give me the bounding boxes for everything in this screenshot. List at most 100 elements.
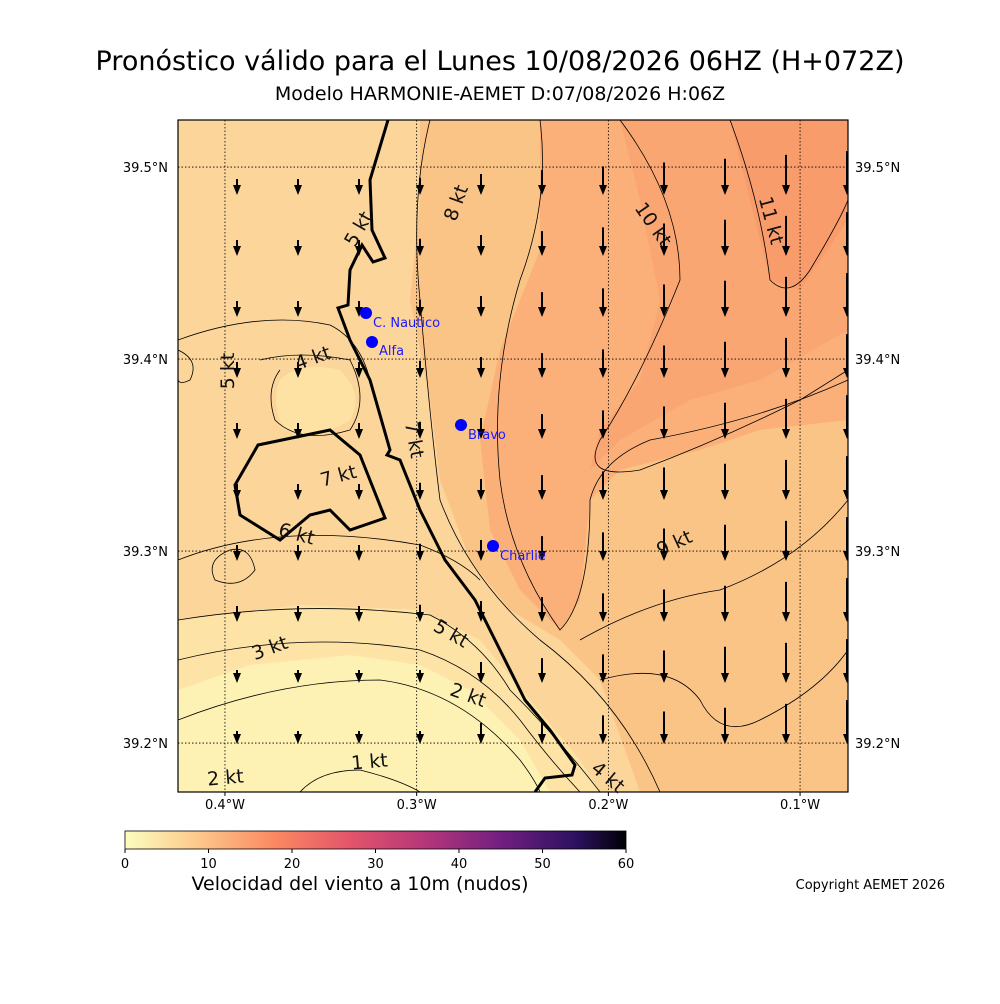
contour-label: 1 kt bbox=[350, 749, 388, 774]
wind-arrow bbox=[721, 646, 729, 683]
wind-arrow bbox=[599, 227, 607, 256]
wind-arrow bbox=[843, 151, 848, 195]
wind-arrow bbox=[416, 360, 424, 378]
wind-arrow bbox=[843, 212, 848, 256]
wind-arrow bbox=[599, 532, 607, 561]
wind-arrow bbox=[294, 423, 302, 439]
wind-arrow bbox=[355, 606, 363, 622]
x-tick-label: 0.1°W bbox=[780, 798, 820, 813]
wind-arrow bbox=[294, 179, 302, 195]
y-tick-label: 39.4°N bbox=[123, 353, 168, 368]
wind-arrow bbox=[416, 731, 424, 744]
wind-arrow bbox=[355, 484, 363, 500]
colorbar-tick-label: 20 bbox=[284, 857, 301, 872]
wind-arrow bbox=[416, 604, 424, 622]
coastline-loop bbox=[233, 428, 387, 542]
wind-arrow bbox=[416, 543, 424, 561]
wind-arrow bbox=[233, 179, 241, 195]
wind-arrow bbox=[843, 334, 848, 378]
wind-arrow bbox=[599, 166, 607, 195]
wind-arrow bbox=[660, 223, 668, 256]
wind-arrow bbox=[538, 597, 546, 622]
wind-arrow bbox=[477, 478, 485, 500]
wind-arrow bbox=[233, 606, 241, 622]
colorbar bbox=[124, 830, 627, 850]
wind-arrow bbox=[782, 398, 790, 439]
x-tick-label: 0.2°W bbox=[588, 798, 628, 813]
wind-arrow bbox=[660, 406, 668, 439]
wind-arrow bbox=[538, 475, 546, 500]
wind-arrow bbox=[599, 410, 607, 439]
wind-arrow bbox=[538, 231, 546, 256]
wind-arrow bbox=[294, 362, 302, 378]
station-marker bbox=[366, 336, 378, 348]
wind-arrow bbox=[538, 658, 546, 683]
wind-arrow bbox=[477, 417, 485, 439]
station-marker bbox=[360, 307, 372, 319]
wind-arrow bbox=[538, 170, 546, 195]
colorbar-label: Velocidad del viento a 10m (nudos) bbox=[192, 873, 529, 895]
station-marker bbox=[487, 540, 499, 552]
wind-arrow bbox=[355, 731, 363, 744]
wind-arrow bbox=[477, 661, 485, 683]
wind-arrow bbox=[782, 215, 790, 256]
wind-arrow bbox=[477, 295, 485, 317]
subtitle: Modelo HARMONIE-AEMET D:07/08/2026 H:06Z bbox=[275, 83, 725, 105]
wind-arrow bbox=[538, 719, 546, 744]
colorbar-tick-label: 50 bbox=[534, 857, 551, 872]
wind-arrow bbox=[599, 654, 607, 683]
wind-arrow bbox=[599, 471, 607, 500]
wind-arrow bbox=[721, 158, 729, 195]
wind-arrow bbox=[294, 301, 302, 317]
wind-arrow bbox=[782, 703, 790, 744]
wind-arrow bbox=[233, 545, 241, 561]
wind-arrow bbox=[477, 234, 485, 256]
x-tick-label: 0.3°W bbox=[397, 798, 437, 813]
wind-arrow bbox=[660, 162, 668, 195]
wind-arrow bbox=[355, 545, 363, 561]
wind-arrow bbox=[721, 463, 729, 500]
map-frame bbox=[177, 119, 849, 793]
station-label: Charlie bbox=[500, 549, 546, 564]
wind-arrow bbox=[721, 341, 729, 378]
wind-arrow bbox=[843, 517, 848, 561]
wind-arrow bbox=[843, 456, 848, 500]
wind-arrow bbox=[355, 301, 363, 317]
wind-arrow bbox=[660, 345, 668, 378]
station-label: C. Nautico bbox=[373, 316, 440, 331]
wind-arrow bbox=[660, 528, 668, 561]
wind-arrow bbox=[599, 349, 607, 378]
wind-arrow bbox=[477, 173, 485, 195]
wind-arrow bbox=[599, 593, 607, 622]
y-tick-label: 39.5°N bbox=[123, 161, 168, 176]
wind-arrow bbox=[843, 395, 848, 439]
wind-arrow bbox=[782, 642, 790, 683]
wind-arrow bbox=[233, 731, 241, 744]
wind-arrow bbox=[721, 707, 729, 744]
wind-arrow bbox=[721, 402, 729, 439]
wind-arrow bbox=[843, 273, 848, 317]
station-label: Alfa bbox=[379, 344, 404, 359]
title: Pronóstico válido para el Lunes 10/08/20… bbox=[96, 46, 905, 77]
wind-arrow bbox=[538, 414, 546, 439]
copyright: Copyright AEMET 2026 bbox=[796, 878, 945, 893]
wind-arrow bbox=[416, 421, 424, 439]
wind-arrow bbox=[233, 670, 241, 683]
wind-arrow bbox=[477, 722, 485, 744]
colorbar-tick-label: 0 bbox=[121, 857, 129, 872]
wind-arrow bbox=[660, 467, 668, 500]
wind-arrow bbox=[355, 362, 363, 378]
wind-arrow bbox=[660, 650, 668, 683]
y-tick-label: 39.4°N bbox=[855, 353, 900, 368]
wind-arrow bbox=[416, 670, 424, 683]
wind-arrow bbox=[538, 536, 546, 561]
wind-arrow bbox=[721, 524, 729, 561]
wind-arrow bbox=[294, 484, 302, 500]
coastline bbox=[336, 120, 577, 792]
wind-arrow bbox=[721, 585, 729, 622]
wind-arrow bbox=[416, 177, 424, 195]
wind-arrow bbox=[233, 240, 241, 256]
wind-arrow bbox=[294, 545, 302, 561]
wind-arrow bbox=[843, 700, 848, 744]
